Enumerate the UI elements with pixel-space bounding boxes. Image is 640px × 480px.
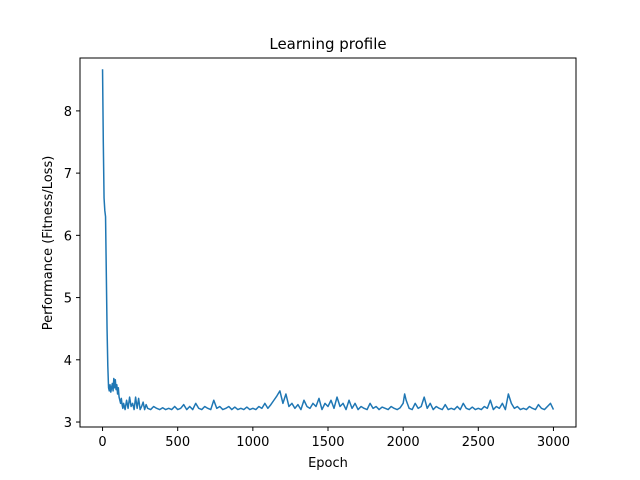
y-axis-label: Performance (Fitness/Loss) [41,156,56,331]
performance-line [101,69,555,411]
x-axis: 0 500 1000 1500 2000 2500 3000 [98,427,570,450]
plot-frame [79,57,577,428]
chart-title: Learning profile [269,35,386,53]
y-tick-label: 5 [64,292,72,307]
x-axis-label: Epoch [308,456,348,471]
plot-area [80,58,576,427]
y-tick-label: 3 [64,416,72,431]
y-tick-label: 6 [64,229,72,244]
x-tick-label: 3000 [537,435,570,450]
y-axis: 3 4 5 6 7 8 [64,105,80,431]
y-tick-label: 8 [64,105,72,120]
x-tick-label: 1000 [236,435,269,450]
x-tick-label: 500 [165,435,190,450]
x-tick-label: 1500 [311,435,344,450]
y-tick-label: 7 [64,167,72,182]
y-tick-label: 4 [64,354,72,369]
x-tick-label: 2500 [462,435,495,450]
x-tick-label: 2000 [387,435,420,450]
x-tick-label: 0 [98,435,106,450]
